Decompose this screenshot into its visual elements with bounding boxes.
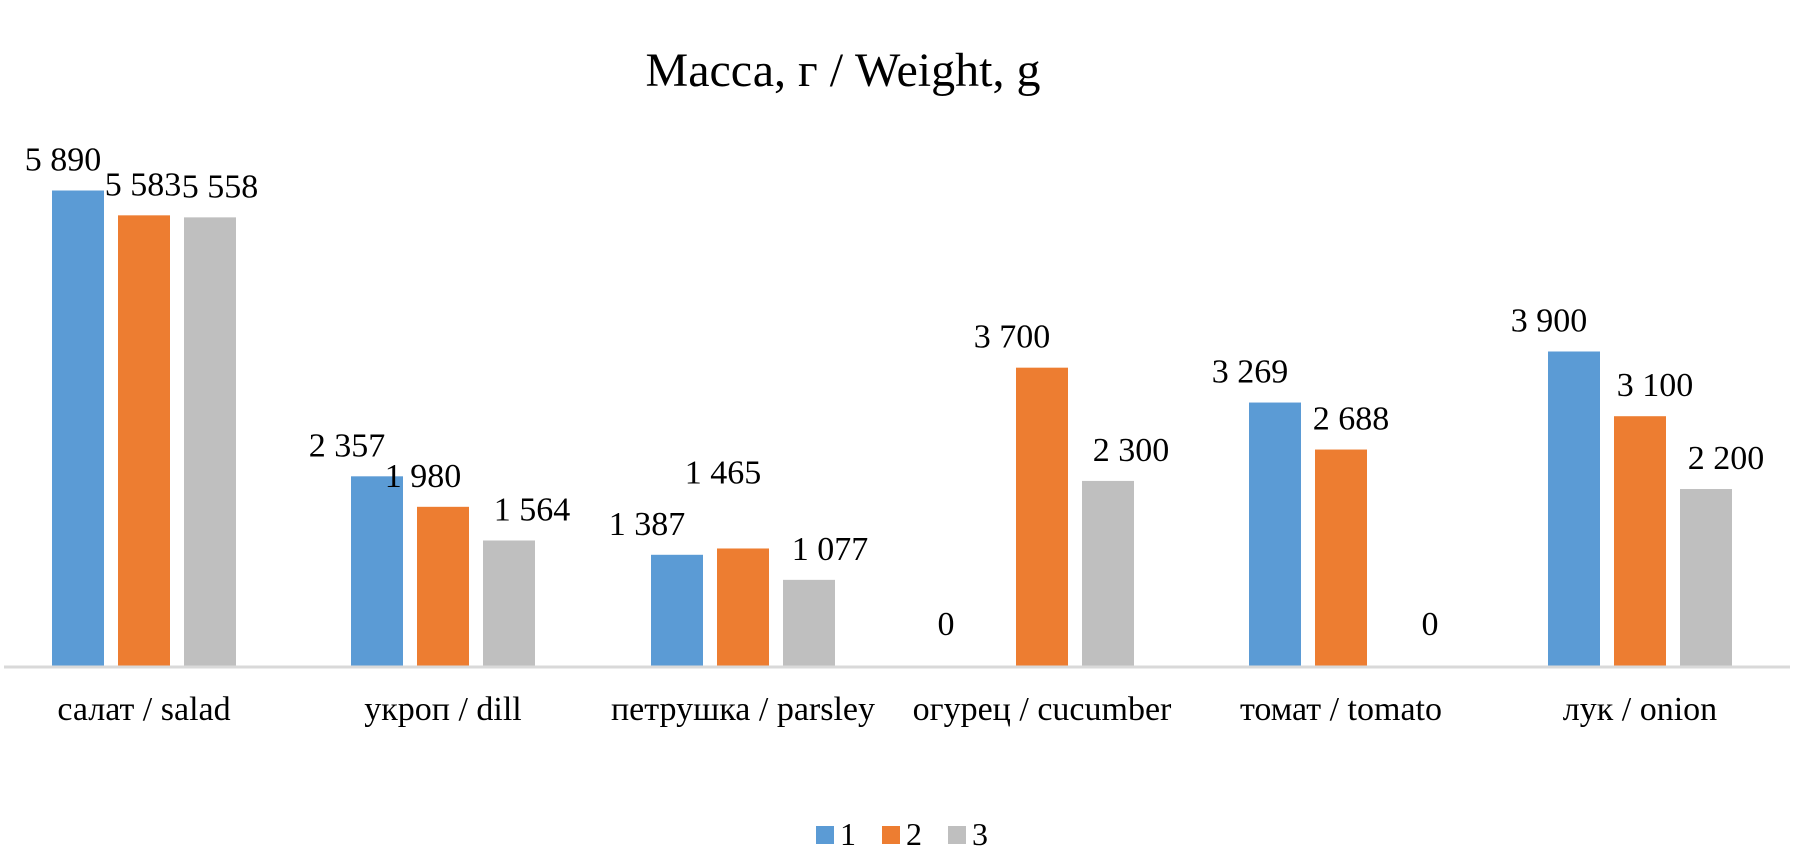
bar-series-3-3 [1082, 480, 1134, 667]
data-label: 1 465 [685, 454, 762, 491]
legend-swatch [882, 826, 900, 844]
bar-series-1-1 [351, 476, 403, 667]
legend: 1 2 3 [816, 816, 988, 851]
data-label: 2 200 [1688, 440, 1765, 477]
bar-series-2-0 [118, 215, 170, 667]
bar-series-2-2 [717, 548, 769, 667]
category-label: огурец / cucumber [913, 691, 1172, 728]
category-label: лук / onion [1563, 691, 1717, 728]
data-label: 1 387 [609, 506, 686, 543]
data-label: 3 700 [974, 319, 1051, 356]
data-label: 3 900 [1511, 302, 1588, 339]
data-label: 2 300 [1093, 432, 1170, 469]
legend-label: 1 [840, 816, 856, 851]
data-label: 5 558 [182, 168, 259, 205]
data-label: 0 [938, 606, 955, 643]
data-label: 0 [1422, 606, 1439, 643]
data-label: 2 357 [309, 427, 386, 464]
data-label: 3 100 [1617, 367, 1694, 404]
bar-series-1-4 [1249, 402, 1301, 667]
data-label: 5 890 [25, 142, 102, 179]
data-label: 1 077 [792, 531, 869, 568]
category-label: салат / salad [57, 691, 230, 728]
data-label: 1 564 [494, 491, 571, 528]
bar-series-3-2 [783, 579, 835, 667]
legend-swatch [816, 826, 834, 844]
data-label: 3 269 [1212, 354, 1289, 391]
bar-series-3-0 [184, 217, 236, 667]
bar-series-2-4 [1315, 449, 1367, 667]
category-label-group: салат / salad укроп / dill петрушка / pars… [57, 691, 1717, 728]
bar-series-3-5 [1680, 489, 1732, 667]
legend-label: 2 [906, 816, 922, 851]
bar-series-2-1 [417, 506, 469, 667]
data-label: 1 980 [385, 458, 462, 495]
bar-series-2-3 [1016, 367, 1068, 667]
category-label: петрушка / parsley [611, 691, 875, 728]
bar-series-3-1 [483, 540, 535, 667]
bar-series-1-0 [52, 190, 104, 667]
data-label-group: 5 890 2 357 1 387 0 3 269 3 900 5 583 1 980 1 46… [25, 142, 1765, 644]
legend-swatch [948, 826, 966, 844]
bar-series-2-5 [1614, 416, 1666, 667]
bar-group [52, 190, 1732, 667]
category-label: томат / tomato [1240, 691, 1442, 728]
category-label: укроп / dill [364, 691, 522, 728]
bar-series-1-2 [651, 554, 703, 667]
legend-label: 3 [972, 816, 988, 851]
data-label: 5 583 [105, 166, 182, 203]
chart-title: Масса, г / Weight, g [646, 44, 1041, 97]
bar-series-1-5 [1548, 351, 1600, 667]
data-label: 2 688 [1313, 401, 1390, 438]
